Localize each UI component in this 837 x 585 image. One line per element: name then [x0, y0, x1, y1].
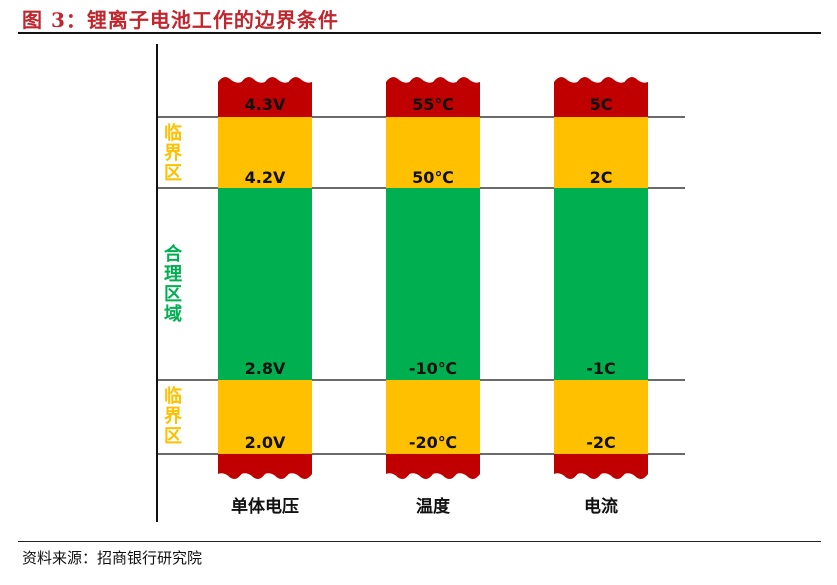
reasonable-zone	[554, 188, 648, 380]
zone-reasonable-char-2: 理	[164, 264, 182, 285]
boundary-value-label: -10℃	[409, 359, 457, 378]
column-2: 55℃ 50℃ -10℃ -20℃ 温度	[386, 77, 480, 517]
zone-reasonable-char-4: 域	[164, 303, 182, 325]
boundary-value-label: -1C	[586, 359, 616, 378]
category-label: 温度	[416, 496, 451, 517]
danger-zone-top	[554, 77, 648, 117]
critical-zone-bottom	[554, 380, 648, 454]
boundary-value-label: 2.8V	[245, 359, 286, 378]
critical-zone-top	[218, 117, 312, 188]
reasonable-zone	[386, 188, 480, 380]
danger-zone-top	[218, 77, 312, 117]
boundary-value-label: 2.0V	[245, 433, 286, 452]
figure-title: 图 3：锂离子电池工作的边界条件	[22, 8, 339, 32]
column-1: 4.3V 4.2V 2.8V 2.0V 单体电压	[218, 77, 312, 517]
boundary-value-label: -20℃	[409, 433, 457, 452]
category-label: 电流	[584, 496, 618, 517]
critical-zone-top	[386, 117, 480, 188]
zone-critical-bottom-char-2: 界	[164, 406, 182, 427]
zone-critical-top-char-1: 临	[164, 122, 182, 144]
zone-critical-bottom-char-1: 临	[164, 385, 182, 407]
source-note: 资料来源：招商银行研究院	[22, 549, 203, 567]
boundary-value-label: 4.2V	[245, 168, 286, 187]
zone-critical-top-char-3: 区	[164, 163, 182, 184]
category-label: 单体电压	[231, 496, 299, 517]
danger-zone-bottom	[386, 454, 480, 479]
reasonable-zone	[218, 188, 312, 380]
boundary-value-label: 55℃	[412, 95, 454, 114]
critical-zone-bottom	[386, 380, 480, 454]
boundary-value-label: -2C	[586, 433, 616, 452]
bottom-rule	[18, 541, 821, 542]
column-3: 5C 2C -1C -2C 电流	[554, 77, 648, 517]
boundary-diagram: 4.3V 4.2V 2.8V 2.0V 单体电压 55℃ 50℃ -10℃ -20℃ 温度 5C 2C…	[156, 44, 685, 522]
danger-zone-top	[386, 77, 480, 117]
zone-critical-top-char-2: 界	[164, 143, 182, 164]
danger-zone-bottom	[218, 454, 312, 479]
boundary-value-label: 2C	[590, 168, 613, 187]
danger-zone-bottom	[554, 454, 648, 479]
boundary-value-label: 4.3V	[245, 95, 286, 114]
top-rule	[18, 32, 821, 34]
boundary-value-label: 50℃	[412, 168, 454, 187]
boundary-value-label: 5C	[590, 95, 613, 114]
zone-reasonable-char-3: 区	[164, 284, 182, 305]
zone-critical-bottom-char-3: 区	[164, 426, 182, 447]
zone-reasonable-char-1: 合	[164, 243, 183, 265]
critical-zone-bottom	[218, 380, 312, 454]
critical-zone-top	[554, 117, 648, 188]
